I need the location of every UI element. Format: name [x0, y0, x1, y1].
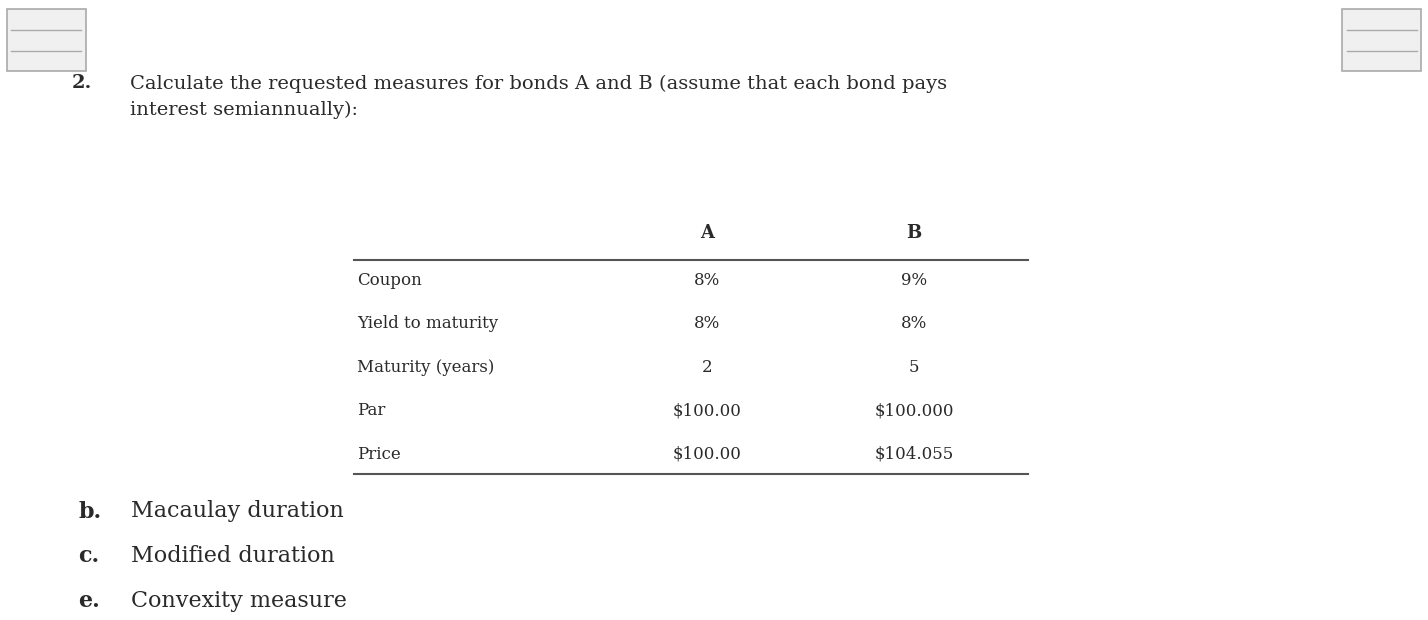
Text: A: A: [700, 224, 714, 242]
Text: e.: e.: [79, 590, 100, 612]
Text: Modified duration: Modified duration: [131, 545, 336, 567]
Text: b.: b.: [79, 500, 101, 523]
Text: 8%: 8%: [694, 316, 720, 332]
Text: Par: Par: [357, 402, 386, 419]
Text: c.: c.: [79, 545, 100, 567]
Text: Maturity (years): Maturity (years): [357, 359, 494, 376]
Text: 2: 2: [701, 359, 713, 376]
Text: $104.055: $104.055: [874, 446, 954, 463]
Text: Price: Price: [357, 446, 401, 463]
Text: 8%: 8%: [694, 272, 720, 289]
Text: 8%: 8%: [901, 316, 927, 332]
Text: 9%: 9%: [901, 272, 927, 289]
Text: $100.00: $100.00: [673, 446, 741, 463]
Text: $100.000: $100.000: [874, 402, 954, 419]
Text: 2.: 2.: [71, 74, 91, 92]
Text: Convexity measure: Convexity measure: [131, 590, 347, 612]
Text: B: B: [907, 224, 921, 242]
Text: 5: 5: [908, 359, 920, 376]
Text: Macaulay duration: Macaulay duration: [131, 500, 344, 523]
Text: $100.00: $100.00: [673, 402, 741, 419]
Text: Calculate the requested measures for bonds A and B (assume that each bond pays
i: Calculate the requested measures for bon…: [130, 74, 947, 119]
Text: Yield to maturity: Yield to maturity: [357, 316, 498, 332]
Text: Coupon: Coupon: [357, 272, 421, 289]
